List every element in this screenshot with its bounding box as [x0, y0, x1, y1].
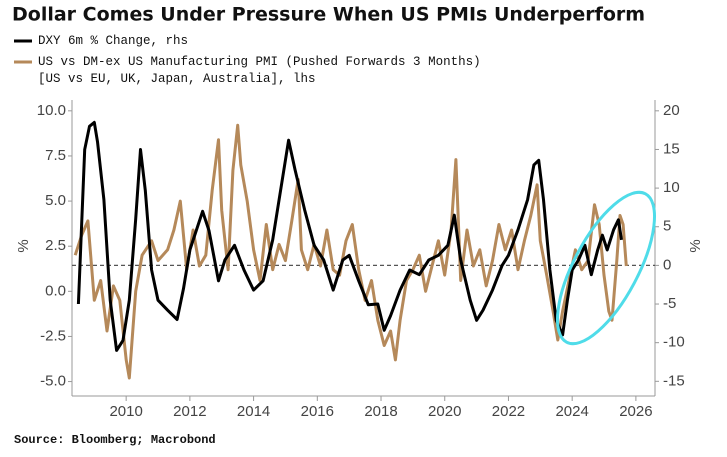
- y-tick-label: -2.5: [40, 327, 66, 344]
- legend-entry: DXY 6m % Change, rhs: [38, 34, 189, 48]
- highlight-ellipse: [555, 190, 657, 346]
- y-tick-label: -5.0: [40, 373, 66, 390]
- y-tick-label: 5.0: [45, 192, 66, 209]
- y-tick-label: 2.5: [45, 237, 66, 254]
- y2-tick-label: 15: [663, 140, 680, 157]
- y2-tick-label: 0: [663, 256, 671, 273]
- x-tick-label: 2022: [492, 403, 525, 420]
- y-tick-label: 0.0: [45, 282, 66, 299]
- series-line: [76, 120, 623, 352]
- y2-tick-label: 10: [663, 179, 680, 196]
- y2-tick-label: 20: [663, 102, 680, 119]
- x-tick-label: 2016: [301, 403, 334, 420]
- y-tick-label: 10.0: [37, 102, 66, 119]
- x-tick-label: 2014: [237, 403, 270, 420]
- x-tick-label: 2018: [364, 403, 397, 420]
- y2-tick-label: -10: [663, 334, 685, 351]
- y2-tick-label: -5: [663, 295, 676, 312]
- y2-axis-label: %: [687, 239, 704, 252]
- x-tick-label: 2012: [173, 403, 206, 420]
- y2-tick-label: 5: [663, 218, 671, 235]
- series-line: [73, 123, 628, 380]
- legend-entry: US vs DM-ex US Manufacturing PMI (Pushed…: [38, 55, 481, 86]
- chart-title: Dollar Comes Under Pressure When US PMIs…: [12, 4, 645, 26]
- x-tick-label: 2010: [109, 403, 142, 420]
- y-tick-label: 7.5: [45, 147, 66, 164]
- x-tick-label: 2020: [428, 403, 461, 420]
- y-axis-label: %: [15, 239, 32, 252]
- x-tick-label: 2026: [619, 403, 652, 420]
- y2-tick-label: -15: [663, 372, 685, 389]
- x-tick-label: 2024: [555, 403, 588, 420]
- source-note: Source: Bloomberg; Macrobond: [14, 433, 216, 447]
